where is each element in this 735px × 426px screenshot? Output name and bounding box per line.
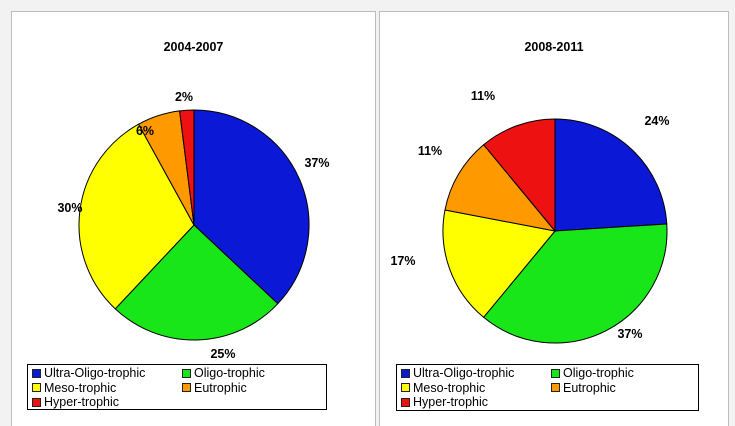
legend-swatch <box>551 368 560 378</box>
pie-chart-2004-2007: 37% 25% 30% 6% 2% <box>57 90 329 361</box>
pie-slice-meso-trophic <box>442 209 556 319</box>
legend-swatch <box>401 397 410 407</box>
legend-item-hyper-trophic: Hyper-trophic <box>401 395 551 410</box>
legend-swatch <box>32 368 41 378</box>
data-label-meso-trophic: 30% <box>57 201 82 215</box>
legend-label: Eutrophic <box>194 380 247 395</box>
data-label-oligo-trophic: 25% <box>210 347 235 361</box>
legend-swatch <box>182 368 191 378</box>
legend-row: Hyper-trophic <box>32 395 326 410</box>
chart-title: 2008-2011 <box>524 40 584 54</box>
pie-chart-2008-2011: 24% 37% 17% 11% 11% <box>390 89 670 344</box>
pie-slice-oligo-trophic <box>482 223 668 344</box>
pie-slice-ultra-oligo-trophic <box>193 109 310 305</box>
legend-label: Ultra-Oligo-trophic <box>44 366 146 381</box>
legend-item-eutrophic: Eutrophic <box>182 381 247 396</box>
data-label-ultra-oligo-trophic: 24% <box>644 114 669 128</box>
pie-slice-oligo-trophic <box>114 224 279 341</box>
data-label-oligo-trophic: 37% <box>617 327 642 341</box>
legend-item-ultra-oligo-trophic: Ultra-Oligo-trophic <box>32 366 182 381</box>
legend-item-meso-trophic: Meso-trophic <box>32 381 182 396</box>
legend-label: Oligo-trophic <box>563 366 634 381</box>
chart-panel-2004-2007: 2004-2007 37% 25% 30% 6% 2% Ultra-Oligo-trop… <box>11 11 376 426</box>
pie-slice-eutrophic <box>444 143 557 232</box>
chart-legend: Ultra-Oligo-trophic Oligo-trophic Meso-tro… <box>27 364 327 410</box>
legend-label: Hyper-trophic <box>44 395 120 410</box>
legend-label: Oligo-trophic <box>194 366 265 381</box>
legend-label: Eutrophic <box>563 380 616 395</box>
legend-item-oligo-trophic: Oligo-trophic <box>551 366 634 381</box>
chart-legend: Ultra-Oligo-trophic Oligo-trophic Meso-tro… <box>396 364 699 411</box>
chart-panel-2008-2011: 2008-2011 24% 37% 17% 11% 11% Ultra-Oligo-tr… <box>379 11 729 426</box>
legend-row: Meso-trophic Eutrophic <box>32 381 326 396</box>
pie-slice-ultra-oligo-trophic <box>554 118 668 232</box>
legend-item-ultra-oligo-trophic: Ultra-Oligo-trophic <box>401 366 551 381</box>
data-label-meso-trophic: 17% <box>390 254 415 268</box>
legend-swatch <box>401 383 410 393</box>
legend-label: Ultra-Oligo-trophic <box>413 366 515 381</box>
legend-item-meso-trophic: Meso-trophic <box>401 381 551 396</box>
legend-swatch <box>182 383 191 393</box>
data-label-eutrophic: 11% <box>418 144 442 158</box>
data-label-hyper-trophic: 2% <box>175 90 193 104</box>
legend-label: Meso-trophic <box>413 380 486 395</box>
pie-slice-meso-trophic <box>78 123 195 310</box>
legend-swatch <box>401 368 410 378</box>
legend-item-oligo-trophic: Oligo-trophic <box>182 366 265 381</box>
legend-swatch <box>32 383 41 393</box>
data-label-hyper-trophic: 11% <box>471 89 495 103</box>
chart-title: 2004-2007 <box>163 40 224 54</box>
data-label-ultra-oligo-trophic: 37% <box>304 156 329 170</box>
legend-label: Hyper-trophic <box>413 395 489 410</box>
legend-item-eutrophic: Eutrophic <box>551 381 616 396</box>
legend-swatch <box>32 397 41 407</box>
legend-label: Meso-trophic <box>44 380 117 395</box>
legend-swatch <box>551 383 560 393</box>
pie-slice-hyper-trophic <box>482 118 556 233</box>
legend-item-hyper-trophic: Hyper-trophic <box>32 395 182 410</box>
legend-row: Meso-trophic Eutrophic <box>401 381 698 396</box>
pie-slice-hyper-trophic <box>179 109 195 226</box>
legend-row: Hyper-trophic <box>401 395 698 410</box>
data-label-eutrophic: 6% <box>136 124 154 138</box>
legend-row: Ultra-Oligo-trophic Oligo-trophic <box>401 366 698 381</box>
legend-row: Ultra-Oligo-trophic Oligo-trophic <box>32 366 326 381</box>
